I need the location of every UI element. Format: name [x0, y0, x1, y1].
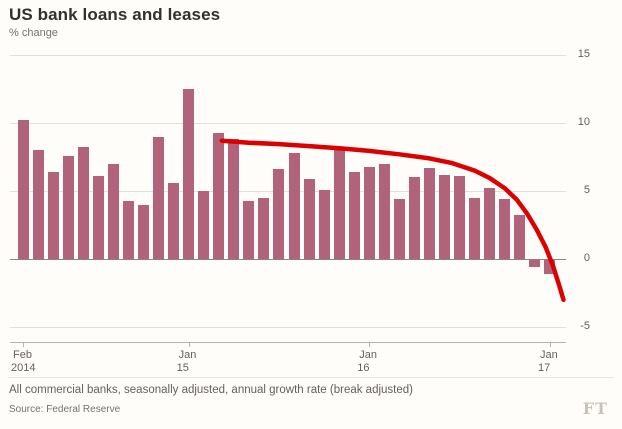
gridline--5: [10, 327, 566, 328]
x-tick-month: Jan: [359, 349, 378, 361]
plot-area: Feb 2014 Jan 15 Jan 16 Jan 17: [10, 55, 566, 374]
x-tick-mark: [549, 343, 551, 347]
x-tick-month: Jan: [539, 349, 558, 361]
x-tick-year: 17: [537, 362, 551, 374]
y-tick-label: 15: [577, 48, 590, 60]
bar: [62, 155, 74, 259]
bar: [32, 150, 44, 259]
bar: [439, 174, 451, 259]
y-tick-label: 10: [577, 116, 590, 128]
bar: [499, 199, 511, 259]
bar: [484, 188, 496, 259]
bar: [378, 163, 390, 259]
x-tick-mark: [369, 343, 371, 347]
x-tick-mark: [188, 343, 190, 347]
x-tick-year: 2014: [11, 362, 36, 374]
bar: [469, 197, 481, 259]
source-line: Source: Federal Reserve: [9, 404, 121, 415]
bar: [514, 215, 526, 259]
bar: [544, 260, 556, 274]
bar: [454, 176, 466, 259]
bar: [393, 199, 405, 259]
chart-title: US bank loans and leases: [9, 5, 221, 24]
chart-subtitle: % change: [9, 27, 58, 39]
footnote: All commercial banks, seasonally adjuste…: [9, 384, 413, 396]
bar: [243, 200, 255, 259]
ft-logo: FT: [582, 399, 608, 418]
bar: [17, 120, 29, 259]
bar: [213, 132, 225, 259]
x-axis-line: [10, 342, 566, 343]
bar: [122, 200, 134, 259]
x-tick-month: Jan: [178, 349, 197, 361]
bar: [168, 182, 180, 259]
bar: [408, 177, 420, 259]
bar: [77, 147, 89, 259]
bar: [363, 166, 375, 259]
x-tick-mark: [23, 343, 24, 347]
bar: [318, 189, 330, 259]
bar: [258, 197, 270, 259]
bar: [137, 204, 149, 259]
bar: [529, 260, 541, 267]
x-tick-year: 15: [176, 362, 189, 374]
bar: [288, 152, 300, 259]
y-tick-label: 5: [583, 184, 590, 196]
gridline-0: [10, 259, 566, 260]
footer-divider: [8, 377, 614, 378]
y-tick-label: 0: [583, 252, 590, 264]
bar: [198, 191, 210, 259]
bar: [92, 176, 104, 259]
y-tick-label: -5: [580, 320, 590, 332]
bar: [424, 167, 436, 259]
x-tick-year: 16: [357, 362, 370, 374]
gridline-10: [10, 123, 566, 124]
bar: [47, 171, 59, 259]
bar: [333, 150, 345, 259]
bar: [153, 136, 164, 259]
bar: [183, 89, 195, 259]
bar: [273, 169, 285, 259]
bar: [303, 178, 315, 259]
x-tick-month: Feb: [13, 349, 32, 361]
bar: [348, 171, 360, 259]
gridline-15: [10, 55, 566, 56]
bar: [107, 163, 119, 259]
bar: [228, 139, 240, 259]
